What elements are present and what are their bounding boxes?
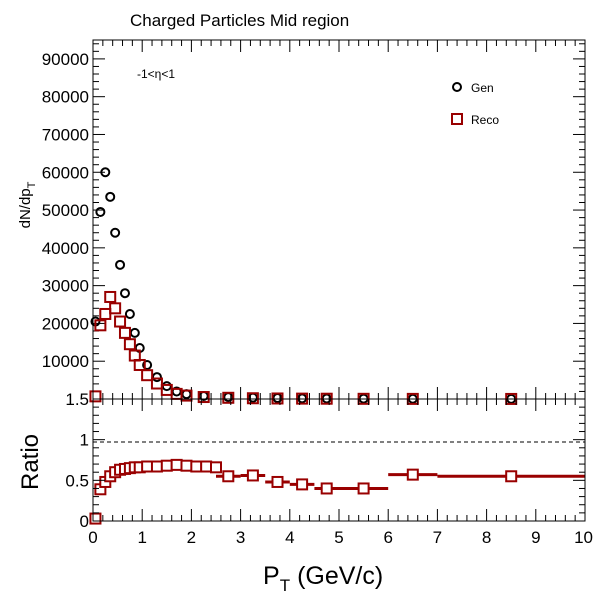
legend-reco-label: Reco <box>471 113 499 127</box>
gen-point <box>124 308 135 319</box>
ratio-point <box>170 458 183 471</box>
reco-point <box>197 391 210 404</box>
x-tick-label: 5 <box>334 528 343 547</box>
reco-point <box>94 319 107 332</box>
ratio-point <box>505 470 518 483</box>
ratio-point <box>296 478 309 491</box>
gen-point <box>151 372 162 383</box>
bottom-y-tick-label: 0 <box>80 512 89 531</box>
top-y-tick-labels: 10000 20000 30000 40000 50000 60000 70000 80000… <box>42 50 89 371</box>
ratio-point <box>210 461 222 474</box>
top-axis-ticks <box>92 40 586 400</box>
reco-series <box>89 290 518 405</box>
reco-point <box>222 391 235 404</box>
x-tick-label: 2 <box>187 528 196 547</box>
reco-point <box>114 315 127 328</box>
svg-text:dN/dpT: dN/dpT <box>17 181 38 228</box>
top-y-axis-title: dN/dpT <box>17 181 38 228</box>
top-y-axis-label-sub: T <box>26 181 38 188</box>
x-tick-label: 4 <box>285 528 294 547</box>
x-tick-label: 6 <box>383 528 392 547</box>
ratio-point <box>357 482 370 495</box>
eta-range-annotation: -1<η<1 <box>137 67 175 81</box>
top-y-tick-label: 30000 <box>42 277 89 296</box>
x-axis-unit: (GeV/c) <box>297 562 383 590</box>
reco-point <box>118 326 131 339</box>
reco-point <box>141 369 154 382</box>
bottom-plot-frame <box>92 398 586 522</box>
legend-gen-label: Gen <box>471 81 494 95</box>
ratio-point <box>200 460 213 473</box>
bottom-y-tick-label: 0.5 <box>65 471 89 490</box>
ratio-point <box>180 459 193 472</box>
reco-point <box>180 389 193 402</box>
ratio-point <box>246 469 259 482</box>
x-axis-label: P <box>263 562 280 590</box>
gen-point <box>129 327 140 338</box>
x-tick-label: 8 <box>482 528 491 547</box>
top-y-tick-label: 50000 <box>42 201 89 220</box>
gen-point <box>110 227 121 238</box>
x-tick-labels: 0 1 2 3 4 5 6 7 8 9 10 <box>88 528 593 547</box>
gen-point <box>142 359 153 370</box>
reco-point <box>271 392 284 405</box>
ratio-point <box>271 475 284 488</box>
ratio-point <box>160 459 173 472</box>
x-tick-label: 10 <box>574 528 593 547</box>
gen-point <box>119 288 130 299</box>
reco-point <box>133 358 146 371</box>
ratio-point <box>320 482 333 495</box>
ratio-point <box>150 460 163 473</box>
x-tick-label: 3 <box>236 528 245 547</box>
legend-gen-marker <box>452 82 462 92</box>
top-plot-frame <box>92 39 586 400</box>
ratio-axis-label: Ratio <box>17 434 44 490</box>
gen-point <box>100 167 111 178</box>
top-y-tick-label: 90000 <box>42 50 89 69</box>
ratio-point <box>190 460 203 473</box>
ratio-point <box>141 460 154 473</box>
x-axis-title: PT (GeV/c) <box>263 562 383 592</box>
gen-point <box>95 206 106 217</box>
gen-series <box>90 167 517 404</box>
bottom-y-tick-label: 1.5 <box>65 390 89 409</box>
reco-point <box>246 392 259 405</box>
bottom-y-axis-title: Ratio <box>17 434 44 490</box>
reco-point <box>99 307 112 320</box>
gen-point <box>115 259 126 270</box>
top-y-tick-label: 60000 <box>42 163 89 182</box>
x-tick-label: 1 <box>137 528 146 547</box>
reco-point <box>89 390 102 403</box>
x-tick-label: 0 <box>88 528 97 547</box>
top-y-axis-label: dN/dp <box>17 188 34 228</box>
ratio-point <box>406 468 419 481</box>
reco-point <box>104 290 117 303</box>
top-y-tick-label: 20000 <box>42 314 89 333</box>
bottom-y-tick-label: 1 <box>80 431 89 450</box>
legend-reco-marker <box>451 113 463 125</box>
ratio-point <box>222 470 235 483</box>
x-tick-label: 7 <box>433 528 442 547</box>
gen-point <box>161 381 172 392</box>
bottom-y-tick-labels: 0 0.5 1 1.5 <box>65 390 89 531</box>
gen-point <box>105 191 116 202</box>
ratio-point <box>89 512 102 525</box>
top-y-tick-label: 70000 <box>42 125 89 144</box>
reco-point <box>150 377 163 390</box>
legend: Gen Reco <box>451 81 499 127</box>
x-tick-label: 9 <box>531 528 540 547</box>
top-y-tick-label: 10000 <box>42 352 89 371</box>
chart-title: Charged Particles Mid region <box>130 11 349 30</box>
x-axis-label-sub: T <box>280 576 290 592</box>
reco-point <box>109 302 122 315</box>
top-y-tick-label: 40000 <box>42 239 89 258</box>
ratio-series <box>89 458 585 525</box>
top-y-tick-label: 80000 <box>42 88 89 107</box>
reco-point <box>123 338 136 351</box>
